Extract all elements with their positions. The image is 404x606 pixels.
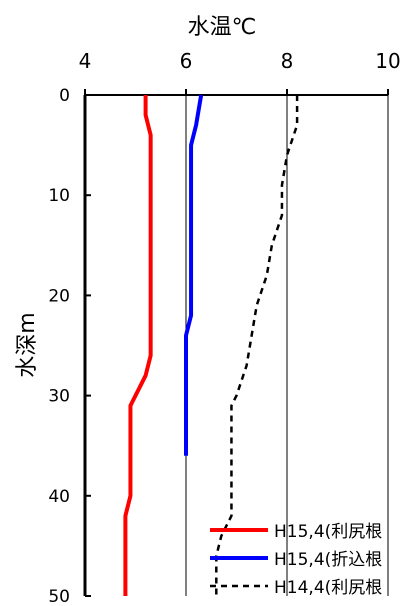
x-tick-label-6: 6 <box>180 49 193 73</box>
y-tick-label-0: 0 <box>59 86 70 106</box>
x-tick-label-10: 10 <box>375 49 400 73</box>
y-tick-label-50: 50 <box>48 587 70 606</box>
y-tick-labels: 0 10 20 30 40 50 <box>48 86 70 606</box>
series-line-3 <box>215 95 299 596</box>
y-axis-title: 水深m <box>15 312 40 377</box>
x-tick-label-4: 4 <box>79 49 92 73</box>
y-tick-label-20: 20 <box>48 286 70 306</box>
legend-label-2: H15,4(折込根 <box>274 550 382 570</box>
x-axis-title: 水温℃ <box>188 15 257 40</box>
x-tick-labels: 4 6 8 10 <box>79 49 401 73</box>
series-line-2 <box>184 94 204 456</box>
grid-lines <box>185 95 389 596</box>
x-tick-label-8: 8 <box>281 49 294 73</box>
legend: H15,4(利尻根 H15,4(折込根 H14,4(利尻根 <box>210 522 382 598</box>
series-lines <box>123 94 299 596</box>
axes <box>83 89 389 597</box>
legend-label-3: H14,4(利尻根 <box>274 578 382 598</box>
series-line-1 <box>123 95 153 596</box>
legend-label-1: H15,4(利尻根 <box>274 522 382 542</box>
y-tick-label-40: 40 <box>48 487 70 507</box>
y-tick-label-30: 30 <box>48 387 70 407</box>
y-tick-label-10: 10 <box>48 186 70 206</box>
